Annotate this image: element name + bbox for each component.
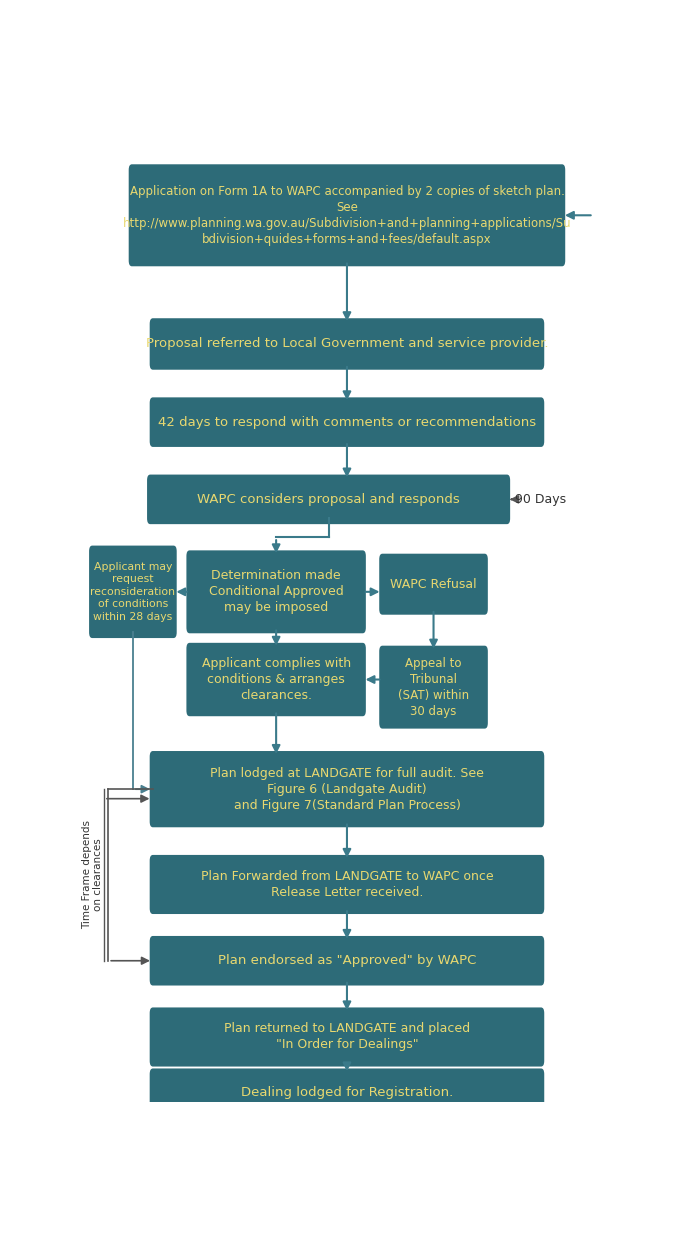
Text: WAPC considers proposal and responds: WAPC considers proposal and responds bbox=[197, 493, 460, 506]
FancyBboxPatch shape bbox=[150, 1068, 544, 1117]
FancyBboxPatch shape bbox=[150, 397, 544, 447]
Text: Plan endorsed as "Approved" by WAPC: Plan endorsed as "Approved" by WAPC bbox=[218, 954, 476, 967]
Text: Application on Form 1A to WAPC accompanied by 2 copies of sketch plan.
See
http:: Application on Form 1A to WAPC accompani… bbox=[123, 184, 571, 246]
FancyBboxPatch shape bbox=[150, 936, 544, 985]
Text: Applicant complies with
conditions & arranges
clearances.: Applicant complies with conditions & arr… bbox=[202, 657, 351, 702]
Text: Time Frame depends
on clearances: Time Frame depends on clearances bbox=[82, 821, 104, 930]
FancyBboxPatch shape bbox=[150, 318, 544, 370]
FancyBboxPatch shape bbox=[379, 646, 488, 729]
Text: Plan lodged at LANDGATE for full audit. See
Figure 6 (Landgate Audit)
and Figure: Plan lodged at LANDGATE for full audit. … bbox=[210, 766, 484, 812]
FancyBboxPatch shape bbox=[150, 1008, 544, 1067]
Text: Plan returned to LANDGATE and placed
"In Order for Dealings": Plan returned to LANDGATE and placed "In… bbox=[224, 1023, 470, 1051]
FancyBboxPatch shape bbox=[129, 165, 565, 266]
FancyBboxPatch shape bbox=[186, 551, 366, 634]
FancyBboxPatch shape bbox=[150, 855, 544, 914]
FancyBboxPatch shape bbox=[379, 553, 488, 615]
Text: Dealing lodged for Registration.: Dealing lodged for Registration. bbox=[241, 1086, 453, 1099]
Text: Plan Forwarded from LANDGATE to WAPC once
Release Letter received.: Plan Forwarded from LANDGATE to WAPC onc… bbox=[200, 870, 494, 899]
Text: 42 days to respond with comments or recommendations: 42 days to respond with comments or reco… bbox=[158, 416, 536, 428]
FancyBboxPatch shape bbox=[89, 546, 177, 638]
FancyBboxPatch shape bbox=[147, 474, 510, 524]
Text: Determination made
Conditional Approved
may be imposed: Determination made Conditional Approved … bbox=[209, 569, 343, 614]
Text: WAPC Refusal: WAPC Refusal bbox=[390, 578, 477, 591]
Text: 90 Days: 90 Days bbox=[515, 493, 566, 506]
FancyBboxPatch shape bbox=[186, 643, 366, 717]
Text: Applicant may
request
reconsideration
of conditions
within 28 days: Applicant may request reconsideration of… bbox=[91, 562, 175, 621]
Text: Appeal to
Tribunal
(SAT) within
30 days: Appeal to Tribunal (SAT) within 30 days bbox=[398, 656, 469, 718]
FancyBboxPatch shape bbox=[150, 751, 544, 827]
Text: Proposal referred to Local Government and service provider.: Proposal referred to Local Government an… bbox=[146, 338, 548, 350]
